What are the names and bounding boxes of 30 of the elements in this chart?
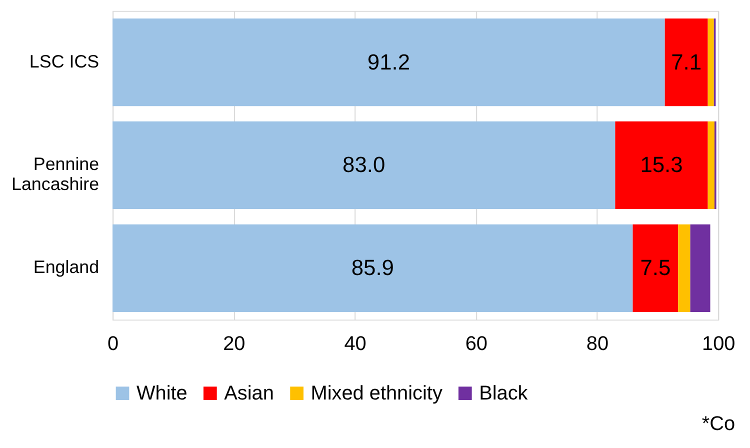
legend-label: White	[136, 382, 188, 404]
text: *Co	[702, 413, 736, 436]
legend-label: Asian	[224, 382, 274, 404]
y-tick-label: Pennine Lancashire	[11, 154, 100, 194]
y-tick-label: England	[33, 257, 100, 278]
bar	[615, 121, 708, 210]
bar	[690, 224, 710, 312]
data-label: 7.5	[640, 255, 671, 280]
y-tick-label: LSC ICS	[29, 51, 100, 72]
bar	[112, 224, 633, 312]
x-tick-label: 80	[586, 332, 609, 355]
bar	[664, 18, 708, 106]
bar	[708, 18, 714, 106]
data-label: 91.2	[367, 49, 410, 74]
x-tick-label: 100	[702, 332, 736, 355]
legend-label: Mixed ethnicity	[310, 382, 442, 404]
x-tick-label: 20	[223, 332, 246, 355]
bar	[112, 18, 665, 106]
data-label: 7.1	[671, 49, 702, 74]
x-tick-label: 60	[465, 332, 488, 355]
x-tick-label: 40	[344, 332, 366, 355]
data-label: 85.9	[351, 255, 394, 280]
x-tick-label: 0	[108, 332, 119, 355]
bar	[708, 121, 714, 210]
bar	[632, 224, 678, 312]
legend-label: Black	[479, 382, 528, 404]
data-label: 83.0	[342, 152, 386, 178]
data-label: 15.3	[640, 152, 683, 178]
bar	[112, 121, 616, 210]
bar	[678, 224, 690, 312]
